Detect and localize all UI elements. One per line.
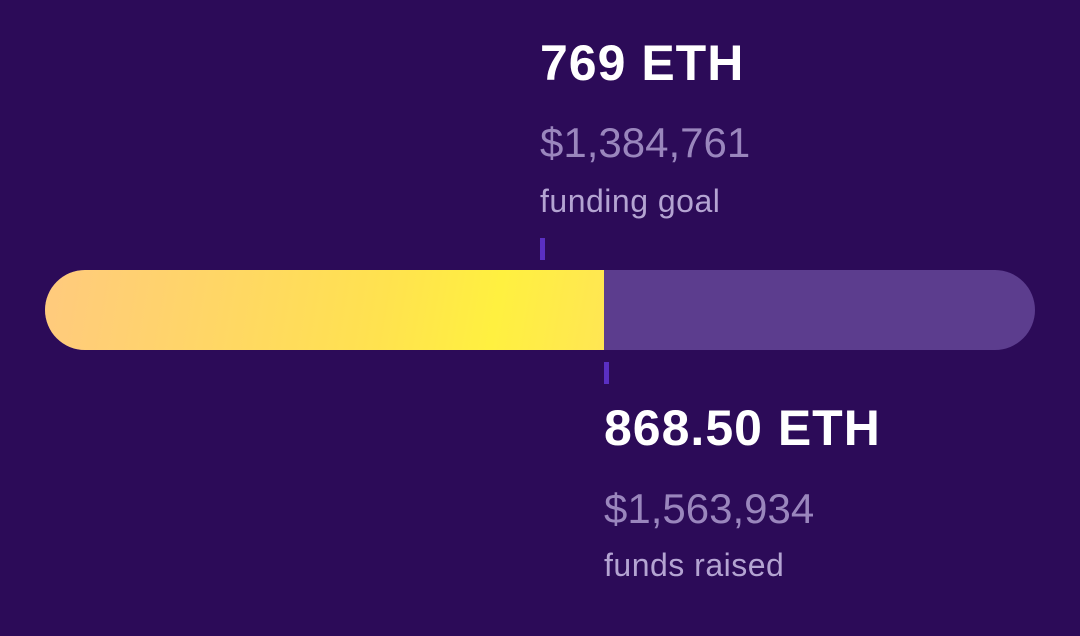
progress-track — [45, 270, 1035, 350]
goal-marker — [540, 238, 545, 260]
goal-label: funding goal — [540, 183, 721, 219]
raised-amount: 868.50 ETH — [604, 400, 881, 456]
raised-usd: $1,563,934 — [604, 485, 815, 532]
goal-usd: $1,384,761 — [540, 119, 751, 166]
progress-fill — [45, 270, 604, 350]
goal-amount: 769 ETH — [540, 35, 745, 91]
raised-label: funds raised — [604, 547, 785, 583]
raised-marker — [604, 362, 609, 384]
